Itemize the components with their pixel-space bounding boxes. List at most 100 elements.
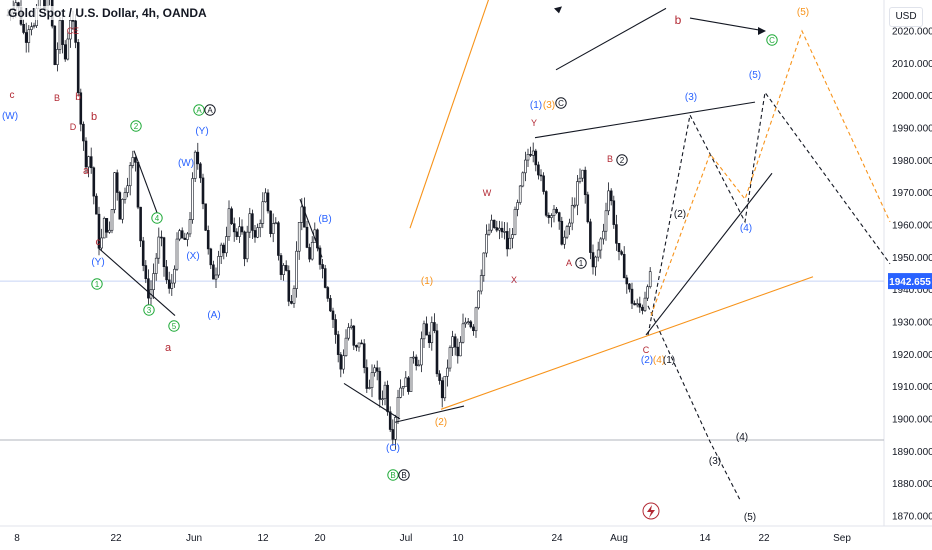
trend-line[interactable]: [133, 150, 159, 216]
wave-label[interactable]: (5): [797, 7, 809, 18]
wave-label[interactable]: c: [96, 237, 101, 248]
wave-label[interactable]: (4): [740, 223, 752, 234]
wave-label[interactable]: D: [70, 122, 77, 132]
trend-line[interactable]: [555, 7, 667, 71]
candle: [633, 300, 636, 306]
y-tick-label: 1990.000: [892, 124, 932, 135]
candle: [331, 307, 335, 328]
wave-label-text: 4: [155, 214, 160, 223]
wave-label[interactable]: b: [91, 111, 97, 123]
wave-label[interactable]: 3: [143, 304, 155, 316]
trend-line[interactable]: [409, 0, 540, 229]
wave-label[interactable]: (4): [736, 432, 748, 443]
wave-label[interactable]: A: [566, 258, 572, 268]
trend-line[interactable]: [647, 91, 891, 336]
candle: [191, 172, 194, 224]
trend-line[interactable]: [343, 382, 401, 420]
candle: [258, 219, 262, 238]
candle: [160, 230, 163, 247]
wave-label[interactable]: (1): [421, 276, 433, 287]
candle: [110, 209, 114, 234]
wave-label[interactable]: (1): [663, 355, 675, 366]
wave-label[interactable]: 5: [168, 320, 180, 332]
wave-label-text: b: [675, 13, 682, 27]
wave-label[interactable]: 4: [151, 212, 163, 224]
wave-label[interactable]: B: [607, 154, 613, 164]
lightning-icon[interactable]: [642, 502, 660, 520]
trend-line[interactable]: [394, 405, 465, 423]
y-tick-label: 1900.000: [892, 415, 932, 426]
wave-label[interactable]: B: [387, 469, 399, 481]
trend-line[interactable]: [645, 172, 773, 336]
trend-line[interactable]: [650, 29, 891, 316]
candle: [27, 25, 31, 53]
wave-label[interactable]: (Y): [91, 257, 104, 268]
wave-label[interactable]: (B): [318, 214, 331, 225]
wave-label[interactable]: A: [204, 104, 216, 116]
candle: [451, 330, 454, 356]
candle: [271, 213, 275, 243]
wave-label[interactable]: A: [193, 104, 205, 116]
wave-label[interactable]: (2): [674, 209, 686, 220]
wave-label[interactable]: (3): [685, 92, 697, 103]
wave-label[interactable]: (5): [744, 512, 756, 523]
wave-label[interactable]: (5): [749, 70, 761, 81]
currency-button[interactable]: USD: [889, 7, 923, 27]
wave-label[interactable]: Y: [531, 118, 537, 128]
trend-line[interactable]: [440, 276, 814, 410]
trend-line[interactable]: [299, 198, 323, 258]
wave-label[interactable]: X: [511, 275, 517, 285]
wave-label[interactable]: C: [643, 345, 650, 355]
wave-label[interactable]: (X): [186, 251, 199, 262]
wave-label[interactable]: 2: [616, 154, 628, 166]
candle: [61, 15, 64, 54]
wave-label[interactable]: C: [67, 26, 74, 36]
wave-label[interactable]: 1: [91, 278, 103, 290]
wave-label[interactable]: (4): [653, 355, 665, 366]
wave-label[interactable]: W: [483, 188, 492, 198]
candle: [365, 359, 369, 393]
candle: [378, 367, 382, 408]
y-tick-label: 1970.000: [892, 188, 932, 199]
wave-label[interactable]: b: [75, 92, 81, 103]
symbol-title[interactable]: Gold Spot / U.S. Dollar, 4h, OANDA: [6, 6, 209, 20]
wave-label[interactable]: C: [766, 34, 778, 46]
wave-label[interactable]: (W): [2, 111, 18, 122]
wave-label[interactable]: b: [675, 13, 682, 27]
candle: [53, 25, 57, 66]
wave-label[interactable]: (3): [543, 100, 555, 111]
wave-label[interactable]: C: [555, 97, 567, 109]
candle: [225, 226, 228, 257]
candle: [282, 263, 285, 281]
wave-label[interactable]: (C): [386, 443, 400, 454]
trend-line[interactable]: [97, 247, 176, 316]
candle: [641, 304, 644, 315]
wave-label[interactable]: 2: [130, 120, 142, 132]
wave-label-text: D: [70, 122, 77, 132]
wave-label[interactable]: E: [73, 26, 79, 36]
wave-label[interactable]: (W): [178, 158, 194, 169]
wave-label-text: A: [207, 106, 213, 115]
wave-label[interactable]: a: [83, 165, 90, 177]
wave-label[interactable]: 1: [575, 257, 587, 269]
trend-line[interactable]: [534, 101, 756, 139]
wave-label[interactable]: (1): [530, 100, 542, 111]
wave-label[interactable]: a: [165, 342, 172, 354]
candle: [430, 316, 434, 351]
trend-line[interactable]: [689, 17, 766, 32]
wave-label[interactable]: (A): [207, 310, 220, 321]
candle: [420, 331, 423, 373]
wave-label[interactable]: (2): [641, 355, 653, 366]
candle: [206, 225, 210, 255]
wave-label[interactable]: c: [10, 90, 15, 101]
wave-label-text: (Y): [195, 126, 208, 137]
candle: [349, 318, 353, 330]
wave-label[interactable]: (Y): [195, 126, 208, 137]
wave-label[interactable]: (3): [709, 456, 721, 467]
trend-line[interactable]: [647, 305, 741, 501]
wave-label[interactable]: B: [398, 469, 410, 481]
wave-label[interactable]: (2): [435, 417, 447, 428]
wave-label[interactable]: B: [54, 93, 60, 103]
candle: [401, 386, 405, 396]
